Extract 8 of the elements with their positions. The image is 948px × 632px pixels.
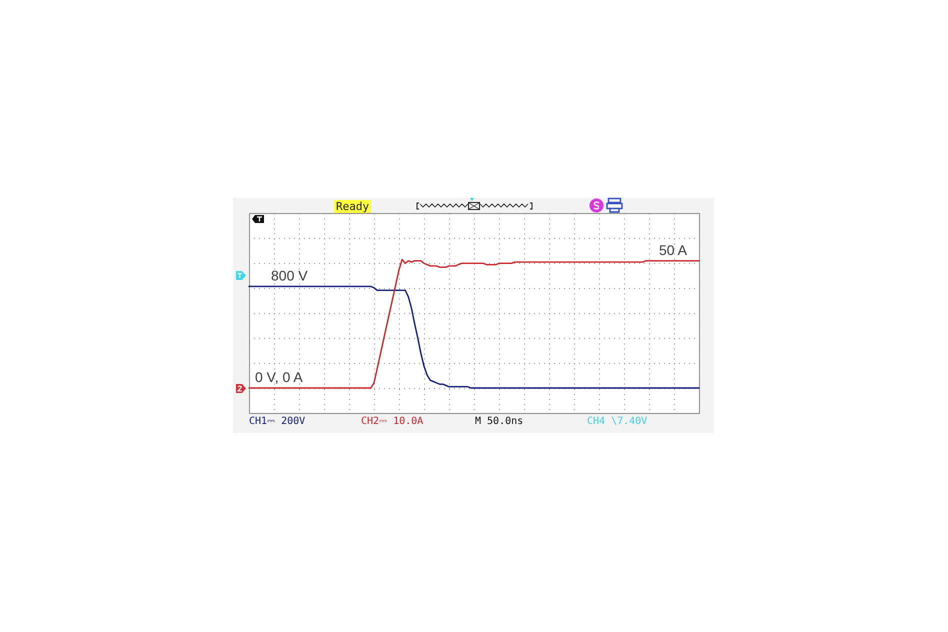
annotation: 800 V (271, 267, 308, 284)
text: M 50.0ns (475, 416, 524, 427)
text: Ready (334, 200, 372, 213)
text: CH1⎓ 200V (249, 416, 306, 427)
annotation: 0 V, 0 A (255, 369, 304, 385)
annotation: 50 A (658, 242, 688, 258)
text: CH2⎓ 10.0A (361, 416, 424, 427)
text: CH4 \7.40V (587, 416, 648, 427)
